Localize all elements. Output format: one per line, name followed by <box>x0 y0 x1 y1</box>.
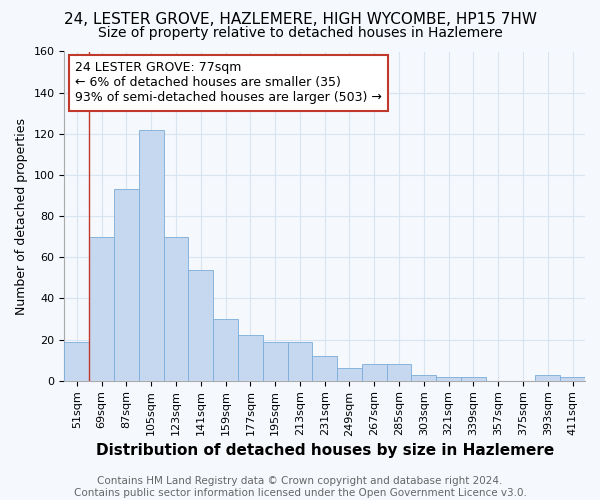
Text: Size of property relative to detached houses in Hazlemere: Size of property relative to detached ho… <box>98 26 502 40</box>
Bar <box>386 364 412 380</box>
Bar <box>64 342 89 380</box>
Bar <box>313 356 337 380</box>
Bar <box>287 342 313 380</box>
Text: 24 LESTER GROVE: 77sqm
← 6% of detached houses are smaller (35)
93% of semi-deta: 24 LESTER GROVE: 77sqm ← 6% of detached … <box>75 62 382 104</box>
Bar <box>436 376 461 380</box>
Bar <box>164 236 188 380</box>
Bar <box>461 376 486 380</box>
Bar <box>188 270 213 380</box>
Bar <box>412 374 436 380</box>
Bar <box>535 374 560 380</box>
Bar <box>560 376 585 380</box>
Bar <box>238 336 263 380</box>
Text: 24, LESTER GROVE, HAZLEMERE, HIGH WYCOMBE, HP15 7HW: 24, LESTER GROVE, HAZLEMERE, HIGH WYCOMB… <box>64 12 536 28</box>
Bar <box>263 342 287 380</box>
Bar <box>362 364 386 380</box>
Bar <box>89 236 114 380</box>
Y-axis label: Number of detached properties: Number of detached properties <box>15 118 28 314</box>
Bar <box>337 368 362 380</box>
Bar <box>139 130 164 380</box>
Bar <box>213 319 238 380</box>
Bar <box>114 190 139 380</box>
Text: Contains HM Land Registry data © Crown copyright and database right 2024.
Contai: Contains HM Land Registry data © Crown c… <box>74 476 526 498</box>
X-axis label: Distribution of detached houses by size in Hazlemere: Distribution of detached houses by size … <box>95 442 554 458</box>
